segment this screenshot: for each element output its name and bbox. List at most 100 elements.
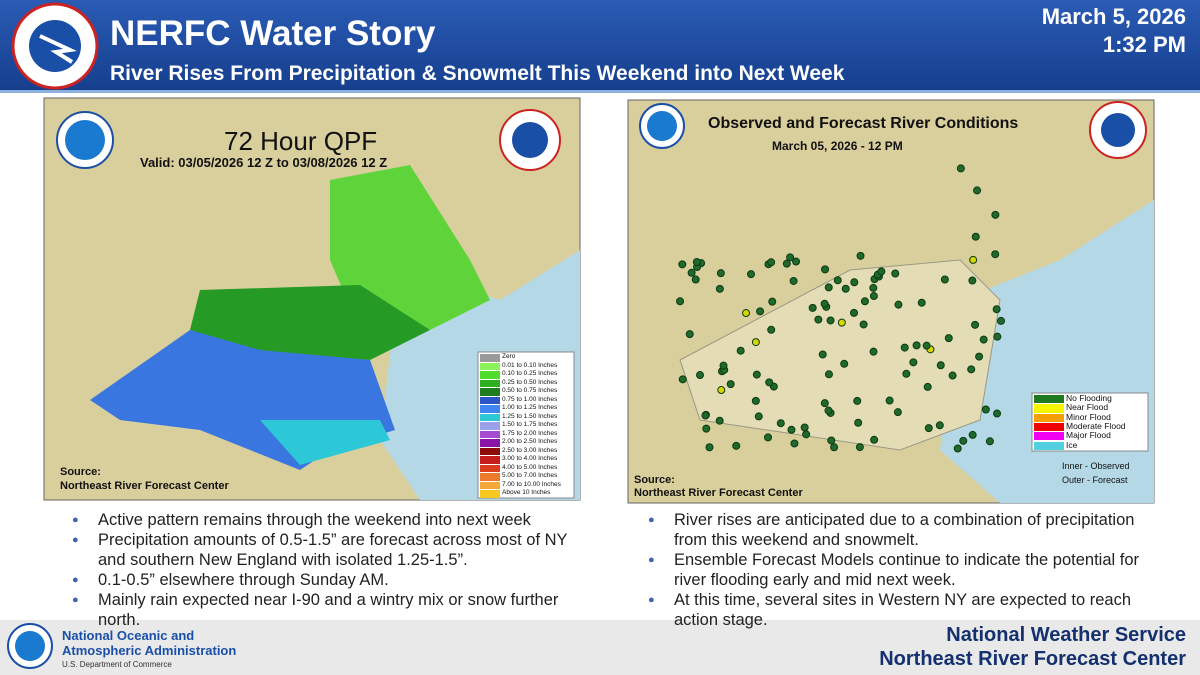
gauge-dot [944, 334, 953, 343]
footer-noaa-logo-center [15, 631, 45, 661]
left-map-valid: Valid: 03/05/2026 12 Z to 03/08/2026 12 … [140, 155, 388, 170]
legend-swatch [1034, 422, 1064, 432]
legend-swatch [1034, 395, 1064, 404]
legend-label: 5.00 to 7.00 Inches [502, 472, 558, 479]
legend-swatch [480, 447, 500, 455]
legend-swatch [480, 396, 500, 404]
gauge-dot [936, 361, 945, 370]
header-rule [0, 90, 1200, 93]
legend-swatch [480, 379, 500, 387]
legend-label: Minor Flood [1066, 411, 1111, 422]
gauge-dot [701, 411, 710, 420]
gauge-dot [991, 210, 1000, 219]
gauge-dot [993, 332, 1002, 341]
gauge-dot [860, 297, 869, 306]
right-nws-logo-center [1101, 113, 1135, 147]
gauge-dot [893, 408, 902, 417]
gauge-dot [826, 316, 835, 325]
gauge-dot [981, 405, 990, 414]
right-noaa-logo-center [647, 111, 677, 141]
legend-label: 0.01 to 0.10 Inches [502, 361, 558, 369]
gauge-dot [855, 443, 864, 452]
gauge-dot [676, 297, 685, 306]
gauge-dot [726, 380, 735, 389]
gauge-dot [695, 371, 704, 380]
gauge-dot [869, 292, 878, 301]
left-bullets: Active pattern remains through the weeke… [44, 510, 584, 630]
gauge-dot [789, 276, 798, 285]
gauge-dot [912, 341, 921, 350]
gauge-dot [732, 441, 741, 450]
nws-logo-bolt [39, 34, 77, 64]
bullet: Precipitation amounts of 0.5-1.5” are fo… [44, 530, 584, 570]
legend-label: 2.50 to 3.00 Inches [502, 446, 558, 454]
gauge-dot [894, 300, 903, 309]
gauge-dot [971, 320, 980, 329]
legend-swatch [1034, 432, 1064, 441]
left-noaa-logo-center [65, 120, 105, 160]
gauge-dot [973, 186, 982, 195]
legend-label: 0.10 to 0.25 Inches [502, 370, 558, 377]
gauge-dot [702, 424, 711, 433]
gauge-dot [902, 369, 911, 378]
left-map-coast [260, 420, 390, 465]
legend-swatch [1034, 413, 1064, 422]
time: 1:32 PM [1102, 32, 1186, 57]
gauge-dot [956, 164, 965, 173]
right-map-date: March 05, 2026 - 12 PM [772, 139, 903, 153]
right-map-title: Observed and Forecast River Conditions [708, 115, 1019, 132]
gauge-dot [935, 421, 944, 430]
gauge-dot [948, 371, 957, 380]
legend-swatch [480, 439, 500, 447]
gauge-dot [808, 303, 817, 312]
gauge-dot [985, 437, 994, 446]
legend-label: 2.00 to 2.50 Inches [502, 438, 558, 445]
gauge-dot [869, 283, 878, 292]
gauge-dot [768, 297, 777, 306]
legend-label: 3.00 to 4.00 Inches [502, 455, 558, 462]
gauge-dot [687, 268, 696, 277]
legend-swatch [480, 354, 500, 362]
agency-line1: National Oceanic and [62, 628, 195, 643]
left-source-label: Source: [60, 466, 101, 478]
gauge-dot [818, 350, 827, 359]
footer-center: Northeast River Forecast Center [879, 648, 1186, 670]
legend-label: Moderate Flood [1066, 420, 1126, 431]
gauge-dot [802, 430, 811, 439]
legend-label: 1.00 to 1.25 Inches [502, 404, 558, 411]
gauge-dot [827, 436, 836, 445]
legend-swatch [480, 405, 500, 413]
department: U.S. Department of Commerce [62, 660, 172, 669]
gauge-dot [756, 307, 765, 316]
gauge-dot [717, 386, 726, 395]
gauge-dot [909, 358, 918, 367]
bullet: River rises are anticipated due to a com… [620, 510, 1150, 550]
gauge-dot [719, 361, 728, 370]
legend-label: No Flooding [1066, 393, 1112, 403]
bullet: 0.1-0.5” elsewhere through Sunday AM. [44, 570, 584, 590]
left-map-north [190, 285, 430, 360]
inner-note: Inner - Observed [1062, 461, 1130, 471]
legend-swatch [480, 371, 500, 379]
subtitle: River Rises From Precipitation & Snowmel… [110, 62, 845, 85]
agency-line2: Atmospheric Administration [62, 643, 237, 658]
gauge-dot [991, 250, 1000, 259]
gauge-dot [877, 267, 886, 276]
legend-swatch [480, 362, 500, 370]
legend-swatch [1034, 441, 1064, 450]
gauge-dot [968, 276, 977, 285]
gauge-dot [968, 430, 977, 439]
legend-swatch [480, 456, 500, 464]
legend-label: 0.25 to 0.50 Inches [502, 378, 558, 386]
gauge-dot [742, 309, 751, 318]
legend-label: 1.25 to 1.50 Inches [502, 412, 558, 420]
gauge-dot [859, 320, 868, 329]
gauge-dot [814, 315, 823, 324]
gauge-dot [776, 419, 785, 428]
legend-swatch [1034, 404, 1064, 413]
gauge-dot [754, 412, 763, 421]
legend-label: Above 10 Inches [502, 489, 551, 496]
gauge-dot [940, 275, 949, 284]
gauge-dot [764, 433, 773, 442]
gauge-dot [833, 276, 842, 285]
